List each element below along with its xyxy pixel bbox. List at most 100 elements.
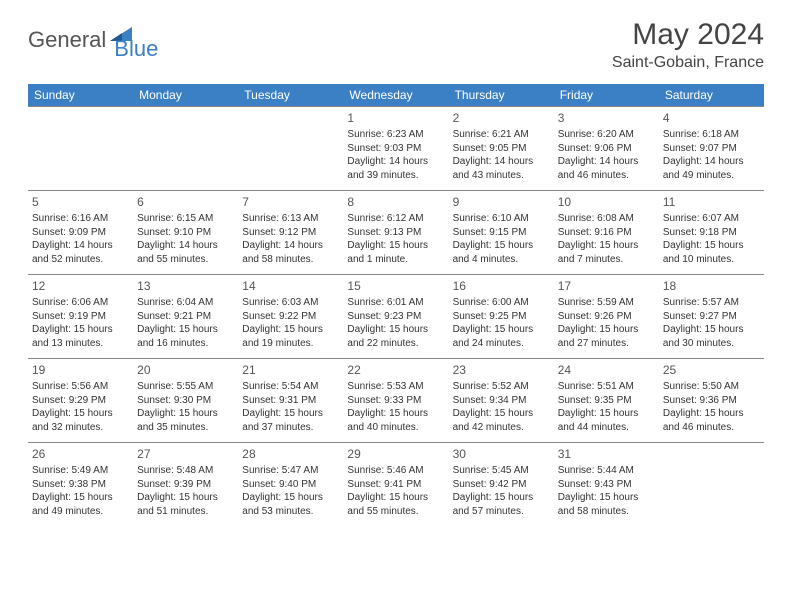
day-number: 27: [137, 446, 234, 462]
sunrise-text: Sunrise: 5:44 AM: [558, 464, 655, 478]
sunset-text: Sunset: 9:38 PM: [32, 478, 129, 492]
sunrise-text: Sunrise: 5:48 AM: [137, 464, 234, 478]
day-header-cell: Saturday: [659, 84, 764, 107]
day-header-cell: Thursday: [449, 84, 554, 107]
day-cell: 29Sunrise: 5:46 AMSunset: 9:41 PMDayligh…: [343, 443, 448, 527]
sunset-text: Sunset: 9:40 PM: [242, 478, 339, 492]
day-cell: 18Sunrise: 5:57 AMSunset: 9:27 PMDayligh…: [659, 275, 764, 359]
sunrise-text: Sunrise: 5:54 AM: [242, 380, 339, 394]
sunrise-text: Sunrise: 6:08 AM: [558, 212, 655, 226]
day-cell: [659, 443, 764, 527]
sunset-text: Sunset: 9:05 PM: [453, 142, 550, 156]
day-number: 10: [558, 194, 655, 210]
daylight-text: Daylight: 15 hours and 10 minutes.: [663, 239, 760, 266]
daylight-text: Daylight: 15 hours and 16 minutes.: [137, 323, 234, 350]
day-cell: 26Sunrise: 5:49 AMSunset: 9:38 PMDayligh…: [28, 443, 133, 527]
sunset-text: Sunset: 9:41 PM: [347, 478, 444, 492]
sunrise-text: Sunrise: 5:59 AM: [558, 296, 655, 310]
daylight-text: Daylight: 14 hours and 58 minutes.: [242, 239, 339, 266]
sunset-text: Sunset: 9:30 PM: [137, 394, 234, 408]
day-cell: 8Sunrise: 6:12 AMSunset: 9:13 PMDaylight…: [343, 191, 448, 275]
sunrise-text: Sunrise: 6:21 AM: [453, 128, 550, 142]
daylight-text: Daylight: 15 hours and 44 minutes.: [558, 407, 655, 434]
day-cell: [28, 107, 133, 191]
day-cell: 1Sunrise: 6:23 AMSunset: 9:03 PMDaylight…: [343, 107, 448, 191]
sunrise-text: Sunrise: 6:20 AM: [558, 128, 655, 142]
day-number: 22: [347, 362, 444, 378]
daylight-text: Daylight: 14 hours and 55 minutes.: [137, 239, 234, 266]
day-cell: 22Sunrise: 5:53 AMSunset: 9:33 PMDayligh…: [343, 359, 448, 443]
sunrise-text: Sunrise: 6:03 AM: [242, 296, 339, 310]
daylight-text: Daylight: 15 hours and 24 minutes.: [453, 323, 550, 350]
daylight-text: Daylight: 15 hours and 19 minutes.: [242, 323, 339, 350]
daylight-text: Daylight: 15 hours and 32 minutes.: [32, 407, 129, 434]
day-cell: 3Sunrise: 6:20 AMSunset: 9:06 PMDaylight…: [554, 107, 659, 191]
daylight-text: Daylight: 15 hours and 7 minutes.: [558, 239, 655, 266]
week-row: 5Sunrise: 6:16 AMSunset: 9:09 PMDaylight…: [28, 191, 764, 275]
day-cell: 2Sunrise: 6:21 AMSunset: 9:05 PMDaylight…: [449, 107, 554, 191]
sunset-text: Sunset: 9:34 PM: [453, 394, 550, 408]
day-number: 26: [32, 446, 129, 462]
day-number: 5: [32, 194, 129, 210]
sunset-text: Sunset: 9:39 PM: [137, 478, 234, 492]
sunset-text: Sunset: 9:22 PM: [242, 310, 339, 324]
sunset-text: Sunset: 9:33 PM: [347, 394, 444, 408]
sunrise-text: Sunrise: 6:01 AM: [347, 296, 444, 310]
day-cell: 28Sunrise: 5:47 AMSunset: 9:40 PMDayligh…: [238, 443, 343, 527]
sunrise-text: Sunrise: 5:51 AM: [558, 380, 655, 394]
sunset-text: Sunset: 9:26 PM: [558, 310, 655, 324]
sunset-text: Sunset: 9:36 PM: [663, 394, 760, 408]
sunset-text: Sunset: 9:35 PM: [558, 394, 655, 408]
daylight-text: Daylight: 15 hours and 1 minute.: [347, 239, 444, 266]
day-header-row: SundayMondayTuesdayWednesdayThursdayFrid…: [28, 84, 764, 107]
daylight-text: Daylight: 15 hours and 57 minutes.: [453, 491, 550, 518]
sunset-text: Sunset: 9:13 PM: [347, 226, 444, 240]
calendar-table: SundayMondayTuesdayWednesdayThursdayFrid…: [28, 84, 764, 527]
location-label: Saint-Gobain, France: [612, 54, 764, 72]
day-cell: 21Sunrise: 5:54 AMSunset: 9:31 PMDayligh…: [238, 359, 343, 443]
day-cell: [238, 107, 343, 191]
header: General Blue May 2024 Saint-Gobain, Fran…: [28, 18, 764, 72]
sunrise-text: Sunrise: 6:07 AM: [663, 212, 760, 226]
day-cell: 17Sunrise: 5:59 AMSunset: 9:26 PMDayligh…: [554, 275, 659, 359]
sunrise-text: Sunrise: 6:10 AM: [453, 212, 550, 226]
sunset-text: Sunset: 9:18 PM: [663, 226, 760, 240]
day-cell: 11Sunrise: 6:07 AMSunset: 9:18 PMDayligh…: [659, 191, 764, 275]
week-row: 1Sunrise: 6:23 AMSunset: 9:03 PMDaylight…: [28, 107, 764, 191]
daylight-text: Daylight: 15 hours and 49 minutes.: [32, 491, 129, 518]
sunset-text: Sunset: 9:43 PM: [558, 478, 655, 492]
daylight-text: Daylight: 14 hours and 49 minutes.: [663, 155, 760, 182]
week-row: 19Sunrise: 5:56 AMSunset: 9:29 PMDayligh…: [28, 359, 764, 443]
daylight-text: Daylight: 15 hours and 58 minutes.: [558, 491, 655, 518]
daylight-text: Daylight: 15 hours and 55 minutes.: [347, 491, 444, 518]
day-number: 19: [32, 362, 129, 378]
day-number: 14: [242, 278, 339, 294]
day-cell: 12Sunrise: 6:06 AMSunset: 9:19 PMDayligh…: [28, 275, 133, 359]
sunrise-text: Sunrise: 5:56 AM: [32, 380, 129, 394]
day-number: 1: [347, 110, 444, 126]
day-number: 7: [242, 194, 339, 210]
day-cell: 16Sunrise: 6:00 AMSunset: 9:25 PMDayligh…: [449, 275, 554, 359]
daylight-text: Daylight: 15 hours and 53 minutes.: [242, 491, 339, 518]
sunrise-text: Sunrise: 6:18 AM: [663, 128, 760, 142]
sunset-text: Sunset: 9:06 PM: [558, 142, 655, 156]
day-number: 17: [558, 278, 655, 294]
day-cell: 5Sunrise: 6:16 AMSunset: 9:09 PMDaylight…: [28, 191, 133, 275]
sunrise-text: Sunrise: 5:53 AM: [347, 380, 444, 394]
day-cell: 15Sunrise: 6:01 AMSunset: 9:23 PMDayligh…: [343, 275, 448, 359]
sunrise-text: Sunrise: 5:57 AM: [663, 296, 760, 310]
sunset-text: Sunset: 9:25 PM: [453, 310, 550, 324]
day-number: 16: [453, 278, 550, 294]
day-cell: [133, 107, 238, 191]
sunset-text: Sunset: 9:07 PM: [663, 142, 760, 156]
day-number: 8: [347, 194, 444, 210]
day-cell: 27Sunrise: 5:48 AMSunset: 9:39 PMDayligh…: [133, 443, 238, 527]
day-number: 28: [242, 446, 339, 462]
sunset-text: Sunset: 9:15 PM: [453, 226, 550, 240]
daylight-text: Daylight: 15 hours and 35 minutes.: [137, 407, 234, 434]
logo: General Blue: [28, 18, 158, 62]
sunrise-text: Sunrise: 6:23 AM: [347, 128, 444, 142]
daylight-text: Daylight: 15 hours and 22 minutes.: [347, 323, 444, 350]
logo-text-blue: Blue: [114, 36, 158, 62]
day-number: 21: [242, 362, 339, 378]
